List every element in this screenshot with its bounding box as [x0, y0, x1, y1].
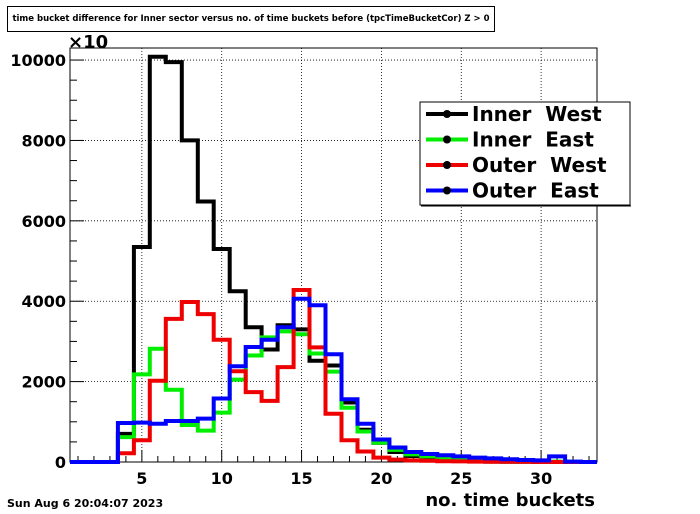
y-tick-label: 2000 — [21, 373, 66, 392]
chart-title-box: time bucket difference for Inner sector … — [7, 6, 495, 32]
footer-date: Sun Aug 6 20:04:07 2023 — [7, 497, 164, 510]
x-tick-label: 5 — [136, 469, 147, 488]
y-tick-label: 4000 — [21, 292, 66, 311]
legend-marker — [443, 186, 451, 195]
y-tick-label: 10000 — [10, 51, 66, 70]
legend-label: Inner East — [472, 128, 594, 152]
legend-marker — [443, 110, 451, 118]
x-axis-label: no. time buckets — [425, 490, 595, 511]
legend-marker — [443, 161, 451, 169]
x-tick-label: 20 — [370, 469, 392, 488]
x-tick-label: 25 — [450, 469, 472, 488]
legend-label: Outer West — [472, 153, 607, 177]
chart-title: time bucket difference for Inner sector … — [12, 14, 490, 24]
x-tick-label: 30 — [530, 469, 552, 488]
y-tick-label: 8000 — [21, 131, 66, 150]
legend-marker — [443, 135, 451, 144]
legend-box — [419, 101, 631, 206]
y-tick-label: 0 — [55, 453, 66, 472]
legend-label: Outer East — [472, 179, 599, 203]
y-tick-label: 6000 — [21, 212, 66, 231]
x-tick-label: 10 — [211, 469, 233, 488]
legend-label: Inner West — [472, 102, 602, 126]
series-line-4 — [70, 296, 597, 464]
x-tick-label: 15 — [290, 469, 312, 488]
y-axis-multiplier: ×10 — [68, 32, 109, 53]
